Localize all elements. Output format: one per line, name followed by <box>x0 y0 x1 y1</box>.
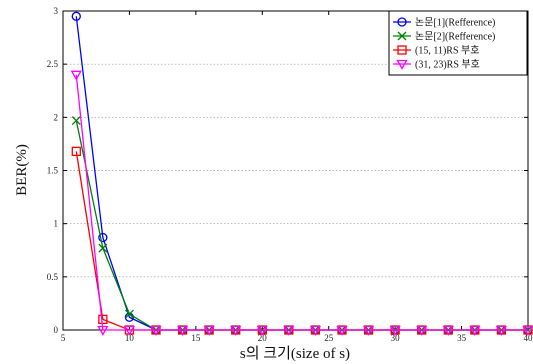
data-point <box>176 325 189 336</box>
x-tick-label: 30 <box>391 333 401 343</box>
grid-lines <box>63 63 528 278</box>
legend-marker <box>397 31 407 41</box>
series-line <box>75 74 528 331</box>
data-point <box>97 325 109 336</box>
y-tick-label: 0 <box>54 325 59 335</box>
data-point <box>469 325 481 336</box>
legend-marker <box>397 45 407 55</box>
data-point <box>309 325 322 336</box>
data-point <box>362 325 375 336</box>
legend-label: 논문[1](Refference) <box>415 17 495 29</box>
legend-box <box>388 10 528 76</box>
legend-item: 논문[2](Refference) <box>393 31 495 43</box>
x-tick-label: 20 <box>258 333 268 343</box>
y-tick-label: 1.5 <box>47 166 59 176</box>
x-tick-label: 5 <box>61 333 66 343</box>
x-tick-label: 25 <box>324 333 334 343</box>
data-point <box>442 325 454 336</box>
data-point <box>70 70 82 81</box>
data-point <box>124 309 134 319</box>
y-tick-label: 2.5 <box>47 59 59 69</box>
legend-marker <box>397 17 407 27</box>
series-2 <box>71 116 533 335</box>
axis-ticks: 00.511.522.535 10 15 20 25 30 35 40 <box>47 6 533 343</box>
x-axis-label: s의 크기(size of s) <box>240 345 350 362</box>
data-point <box>150 325 162 336</box>
data-point <box>98 314 108 325</box>
y-tick-label: 0.5 <box>47 272 59 282</box>
legend-item: (31, 23)RS 부호 <box>393 59 480 71</box>
data-point <box>389 325 401 336</box>
data-series <box>70 11 533 336</box>
series-line <box>75 120 528 331</box>
x-tick-label: 10 <box>125 333 135 343</box>
legend-item: 논문[1](Refference) <box>393 17 495 29</box>
legend-label: (31, 23)RS 부호 <box>415 59 480 71</box>
y-tick-label: 3 <box>54 6 59 16</box>
legend: 논문[1](Refference) 논문[2](Refference) (15, 1… <box>388 10 528 76</box>
data-point <box>416 325 428 336</box>
series-3 <box>71 146 533 335</box>
data-point <box>495 325 508 336</box>
y-tick-label: 1 <box>54 219 59 229</box>
x-tick-label: 35 <box>457 333 467 343</box>
data-point <box>336 325 348 336</box>
data-point <box>71 11 81 21</box>
series-line <box>75 151 528 331</box>
data-point <box>203 325 215 336</box>
legend-label: 논문[2](Refference) <box>415 31 495 43</box>
data-point <box>522 325 533 336</box>
data-point <box>123 325 136 336</box>
series-4 <box>70 70 533 336</box>
legend-marker <box>396 59 408 70</box>
data-point <box>230 325 242 336</box>
data-point <box>98 243 108 253</box>
data-point <box>71 116 81 125</box>
data-point <box>283 325 295 336</box>
data-point <box>256 325 268 336</box>
data-point <box>71 146 81 157</box>
legend-label: (15, 11)RS 부호 <box>415 45 479 57</box>
y-tick-label: 2 <box>54 112 59 122</box>
data-point <box>98 232 108 243</box>
x-tick-label: 15 <box>191 333 201 343</box>
x-tick-label: 40 <box>524 333 533 343</box>
legend-item: (15, 11)RS 부호 <box>393 45 479 57</box>
y-axis-label: BER(%) <box>14 144 30 196</box>
